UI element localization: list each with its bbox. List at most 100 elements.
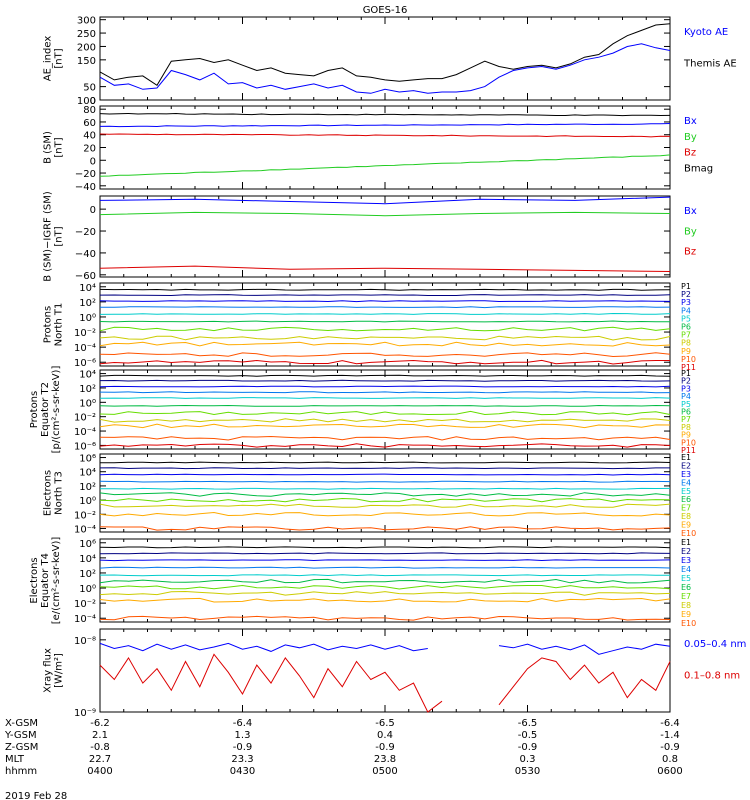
y-tick-label: −40 — [75, 249, 96, 260]
panel-frame — [99, 16, 671, 101]
channel-line-e3 — [99, 473, 671, 476]
y-tick-label: 20 — [83, 144, 96, 155]
ephem-value: -0.5 — [518, 730, 538, 741]
y-tick-label: 40 — [83, 131, 96, 142]
y-axis-label: Electrons Equator T4 [e/(cm²-s-sr-keV)] — [29, 537, 62, 625]
y-tick-label: −20 — [75, 169, 96, 180]
y-tick-label: 10⁰ — [79, 398, 96, 409]
legend-p5: P5 — [681, 400, 691, 409]
ephem-value: -6.4 — [233, 718, 253, 729]
panel-frame — [99, 628, 671, 713]
channel-line-p11 — [99, 359, 670, 365]
y-axis-label: Protons North T1 — [43, 303, 65, 347]
channel-line-e6 — [99, 492, 671, 497]
y-axis-label: B (SM)−IGRF (SM) [nT] — [43, 191, 65, 282]
y-axis-label-line: B (SM)−IGRF (SM) — [43, 191, 54, 282]
series-bz — [99, 133, 671, 138]
ephem-value: 23.3 — [231, 754, 253, 765]
legend-bz: Bz — [684, 148, 696, 159]
series-line — [99, 653, 443, 713]
legend-p6: P6 — [681, 323, 691, 332]
y-tick-label: −20 — [75, 227, 96, 238]
legend-bx: Bx — [684, 206, 697, 217]
y-tick-label: 10⁶ — [79, 539, 96, 550]
ephem-row-label: X-GSM — [5, 718, 38, 729]
legend-e6: E6 — [681, 583, 691, 592]
legend-p8: P8 — [681, 339, 691, 348]
legend-e10: E10 — [681, 619, 696, 628]
y-tick-label: 10⁰ — [79, 313, 96, 324]
ephem-row-label: MLT — [5, 754, 25, 765]
ephem-value: 0.4 — [377, 730, 393, 741]
ephem-value: 0600 — [657, 766, 682, 777]
y-tick-label: 10⁴ — [79, 370, 96, 381]
y-tick-label: 10⁻⁴ — [74, 427, 96, 438]
legend-p10: P10 — [681, 438, 696, 447]
series-line — [99, 211, 671, 217]
channel-line-e2 — [99, 552, 671, 555]
y-tick-label: 10⁻² — [74, 510, 96, 521]
legend-bz: Bz — [684, 247, 696, 258]
y-tick-label: 10⁰ — [79, 496, 96, 507]
legend-e9: E9 — [681, 521, 691, 530]
ephem-value: 0.3 — [520, 754, 536, 765]
channel-line-e10 — [99, 526, 671, 531]
channel-line-e6 — [99, 578, 671, 584]
figure-title: GOES-16 — [363, 5, 408, 16]
y-tick-label: 0 — [90, 156, 96, 167]
date-label: 2019 Feb 28 — [5, 791, 67, 800]
y-tick-label: 10⁻⁴ — [74, 343, 96, 354]
y-axis-label-line: Electrons — [43, 470, 54, 516]
y-tick-label: 10² — [79, 569, 96, 580]
channel-line-e5 — [99, 487, 671, 490]
legend-p3: P3 — [681, 298, 691, 307]
y-tick-label: 10⁻⁴ — [74, 524, 96, 535]
legend-0-05-0-4-nm: 0.05–0.4 nm — [684, 639, 746, 650]
ephem-row-label: Z-GSM — [5, 742, 38, 753]
y-tick-label: 100 — [77, 96, 96, 107]
ephem-row-label: hhmm — [5, 766, 37, 777]
y-tick-label: 50 — [83, 83, 96, 94]
legend-p9: P9 — [681, 347, 691, 356]
y-tick-label: 10⁻⁸ — [74, 636, 96, 647]
channel-line-e7 — [99, 497, 671, 503]
ephem-value: 0.8 — [662, 754, 678, 765]
legend-by: By — [684, 226, 697, 237]
channel-line-e8 — [99, 503, 671, 508]
y-axis-label-line: [W/m²] — [54, 653, 65, 688]
legend-p7: P7 — [681, 331, 691, 340]
ephem-value: -0.9 — [375, 742, 395, 753]
channel-line-e9 — [99, 511, 671, 517]
ephem-value: -6.2 — [90, 718, 110, 729]
y-axis-label: Protons Equator T2 [p/(cm²-s-sr-keV)] — [29, 366, 62, 454]
series-line — [99, 23, 671, 87]
y-tick-label: 10⁻⁶ — [74, 358, 96, 369]
legend-p2: P2 — [681, 377, 691, 386]
y-axis-label-line: [nT] — [54, 137, 65, 157]
panel-electrons_t4: 10⁶ 10⁴ 10² 10⁰ 10⁻² 10⁻⁴ Electrons Equator T4[… — [29, 537, 696, 628]
series-line — [99, 642, 428, 652]
y-tick-label: 10² — [79, 384, 96, 395]
channel-line-p9 — [99, 423, 671, 429]
ephem-value: -0.9 — [660, 742, 680, 753]
panel-frame — [99, 105, 671, 190]
legend-p11: P11 — [681, 446, 696, 455]
panel-ae: 300 250 200 150 100 50 0 AE_index [nT] Kyoto AE Th… — [43, 16, 737, 107]
channel-line-e1 — [99, 546, 671, 549]
y-tick-label: 10⁴ — [79, 283, 96, 294]
ephem-value: 1.3 — [235, 730, 251, 741]
ephem-row-label: Y-GSM — [4, 730, 37, 741]
ephem-value: -0.9 — [518, 742, 538, 753]
legend-p7: P7 — [681, 415, 691, 424]
channel-line-p10 — [99, 352, 671, 358]
channel-line-p7 — [99, 410, 671, 416]
series-line — [99, 43, 671, 94]
y-axis-label-line: [nT] — [54, 48, 65, 68]
legend-e6: E6 — [681, 495, 691, 504]
legend-e2: E2 — [681, 547, 691, 556]
y-tick-label: 10⁻² — [74, 328, 96, 339]
channel-line-p2 — [99, 294, 671, 297]
panel-b_igrf: 0 −20 −40 −60 B (SM)−IGRF (SM) [nT] Bx By Bz — [43, 191, 697, 282]
